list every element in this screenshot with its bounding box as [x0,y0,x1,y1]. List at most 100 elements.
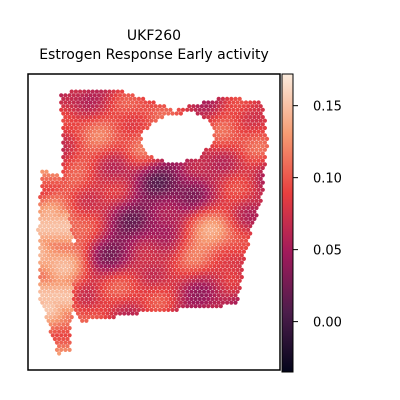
spot [195,205,200,211]
spot [67,238,72,243]
spot [136,307,141,312]
spot [193,158,198,163]
spot [38,231,43,236]
spot [130,187,135,192]
spot [120,249,125,254]
spot [159,195,165,200]
spot [88,93,93,98]
spot [208,213,213,218]
spot [256,173,261,178]
spot [40,293,45,298]
spot [73,104,78,109]
spot [252,180,257,185]
spot [168,238,173,243]
spot [239,238,244,243]
spot [109,253,114,258]
spot [187,104,192,109]
spot [65,133,70,138]
spot [149,264,154,269]
spot [126,129,131,134]
spot [57,184,62,189]
spot [73,169,78,174]
spot [206,289,211,294]
spot [132,249,137,254]
spot [105,151,110,156]
spot [99,307,104,312]
spot [225,191,230,196]
spot [235,296,240,302]
spot [212,111,217,116]
spot [120,227,125,232]
spot [193,238,198,243]
spot [69,125,74,131]
spot [84,224,89,229]
spot [117,224,123,229]
spot [237,256,242,261]
spot [120,205,125,211]
spot [71,267,76,272]
spot [149,111,154,116]
spot [212,264,217,269]
spot [122,238,127,243]
spot [191,169,196,174]
spot [216,191,221,196]
spot [92,296,97,302]
spot [75,173,81,178]
spot [82,89,87,94]
spot [71,173,76,178]
spot [166,235,171,240]
spot [84,195,89,200]
spot [105,100,110,105]
spot [107,271,112,276]
spot [124,293,129,298]
spot [73,235,78,240]
spot [250,220,255,225]
spot [149,227,154,232]
spot [52,191,58,196]
spot [117,187,123,192]
spot [162,176,167,181]
spot [99,293,104,298]
spot [235,107,240,112]
spot [103,249,108,254]
spot [59,333,64,338]
spot [241,191,246,196]
spot [122,311,127,316]
spot [183,278,188,283]
spot [166,256,171,261]
spot [48,278,53,283]
spot [239,195,244,200]
spot [113,122,118,127]
spot [176,260,181,265]
spot [256,158,261,163]
spot [227,165,232,171]
spot [239,231,244,236]
spot [101,165,106,171]
spot [67,107,72,112]
spot [99,235,104,240]
spot [174,264,179,269]
spot [128,300,133,305]
spot [88,173,93,178]
spot [61,315,66,320]
spot [101,151,106,156]
spot [75,151,81,156]
spot [141,278,146,283]
spot [52,184,58,189]
spot [195,162,200,167]
spot [92,151,97,156]
spot [206,180,211,185]
spot [222,122,228,127]
spot [256,129,261,134]
spot [187,278,192,283]
spot [99,96,104,101]
spot [103,140,108,145]
spot [172,245,177,251]
spot [201,238,207,243]
spot [159,165,165,171]
spot [216,162,221,167]
spot [126,151,131,156]
spot [166,191,171,196]
spot [208,242,213,247]
spot [67,180,72,185]
